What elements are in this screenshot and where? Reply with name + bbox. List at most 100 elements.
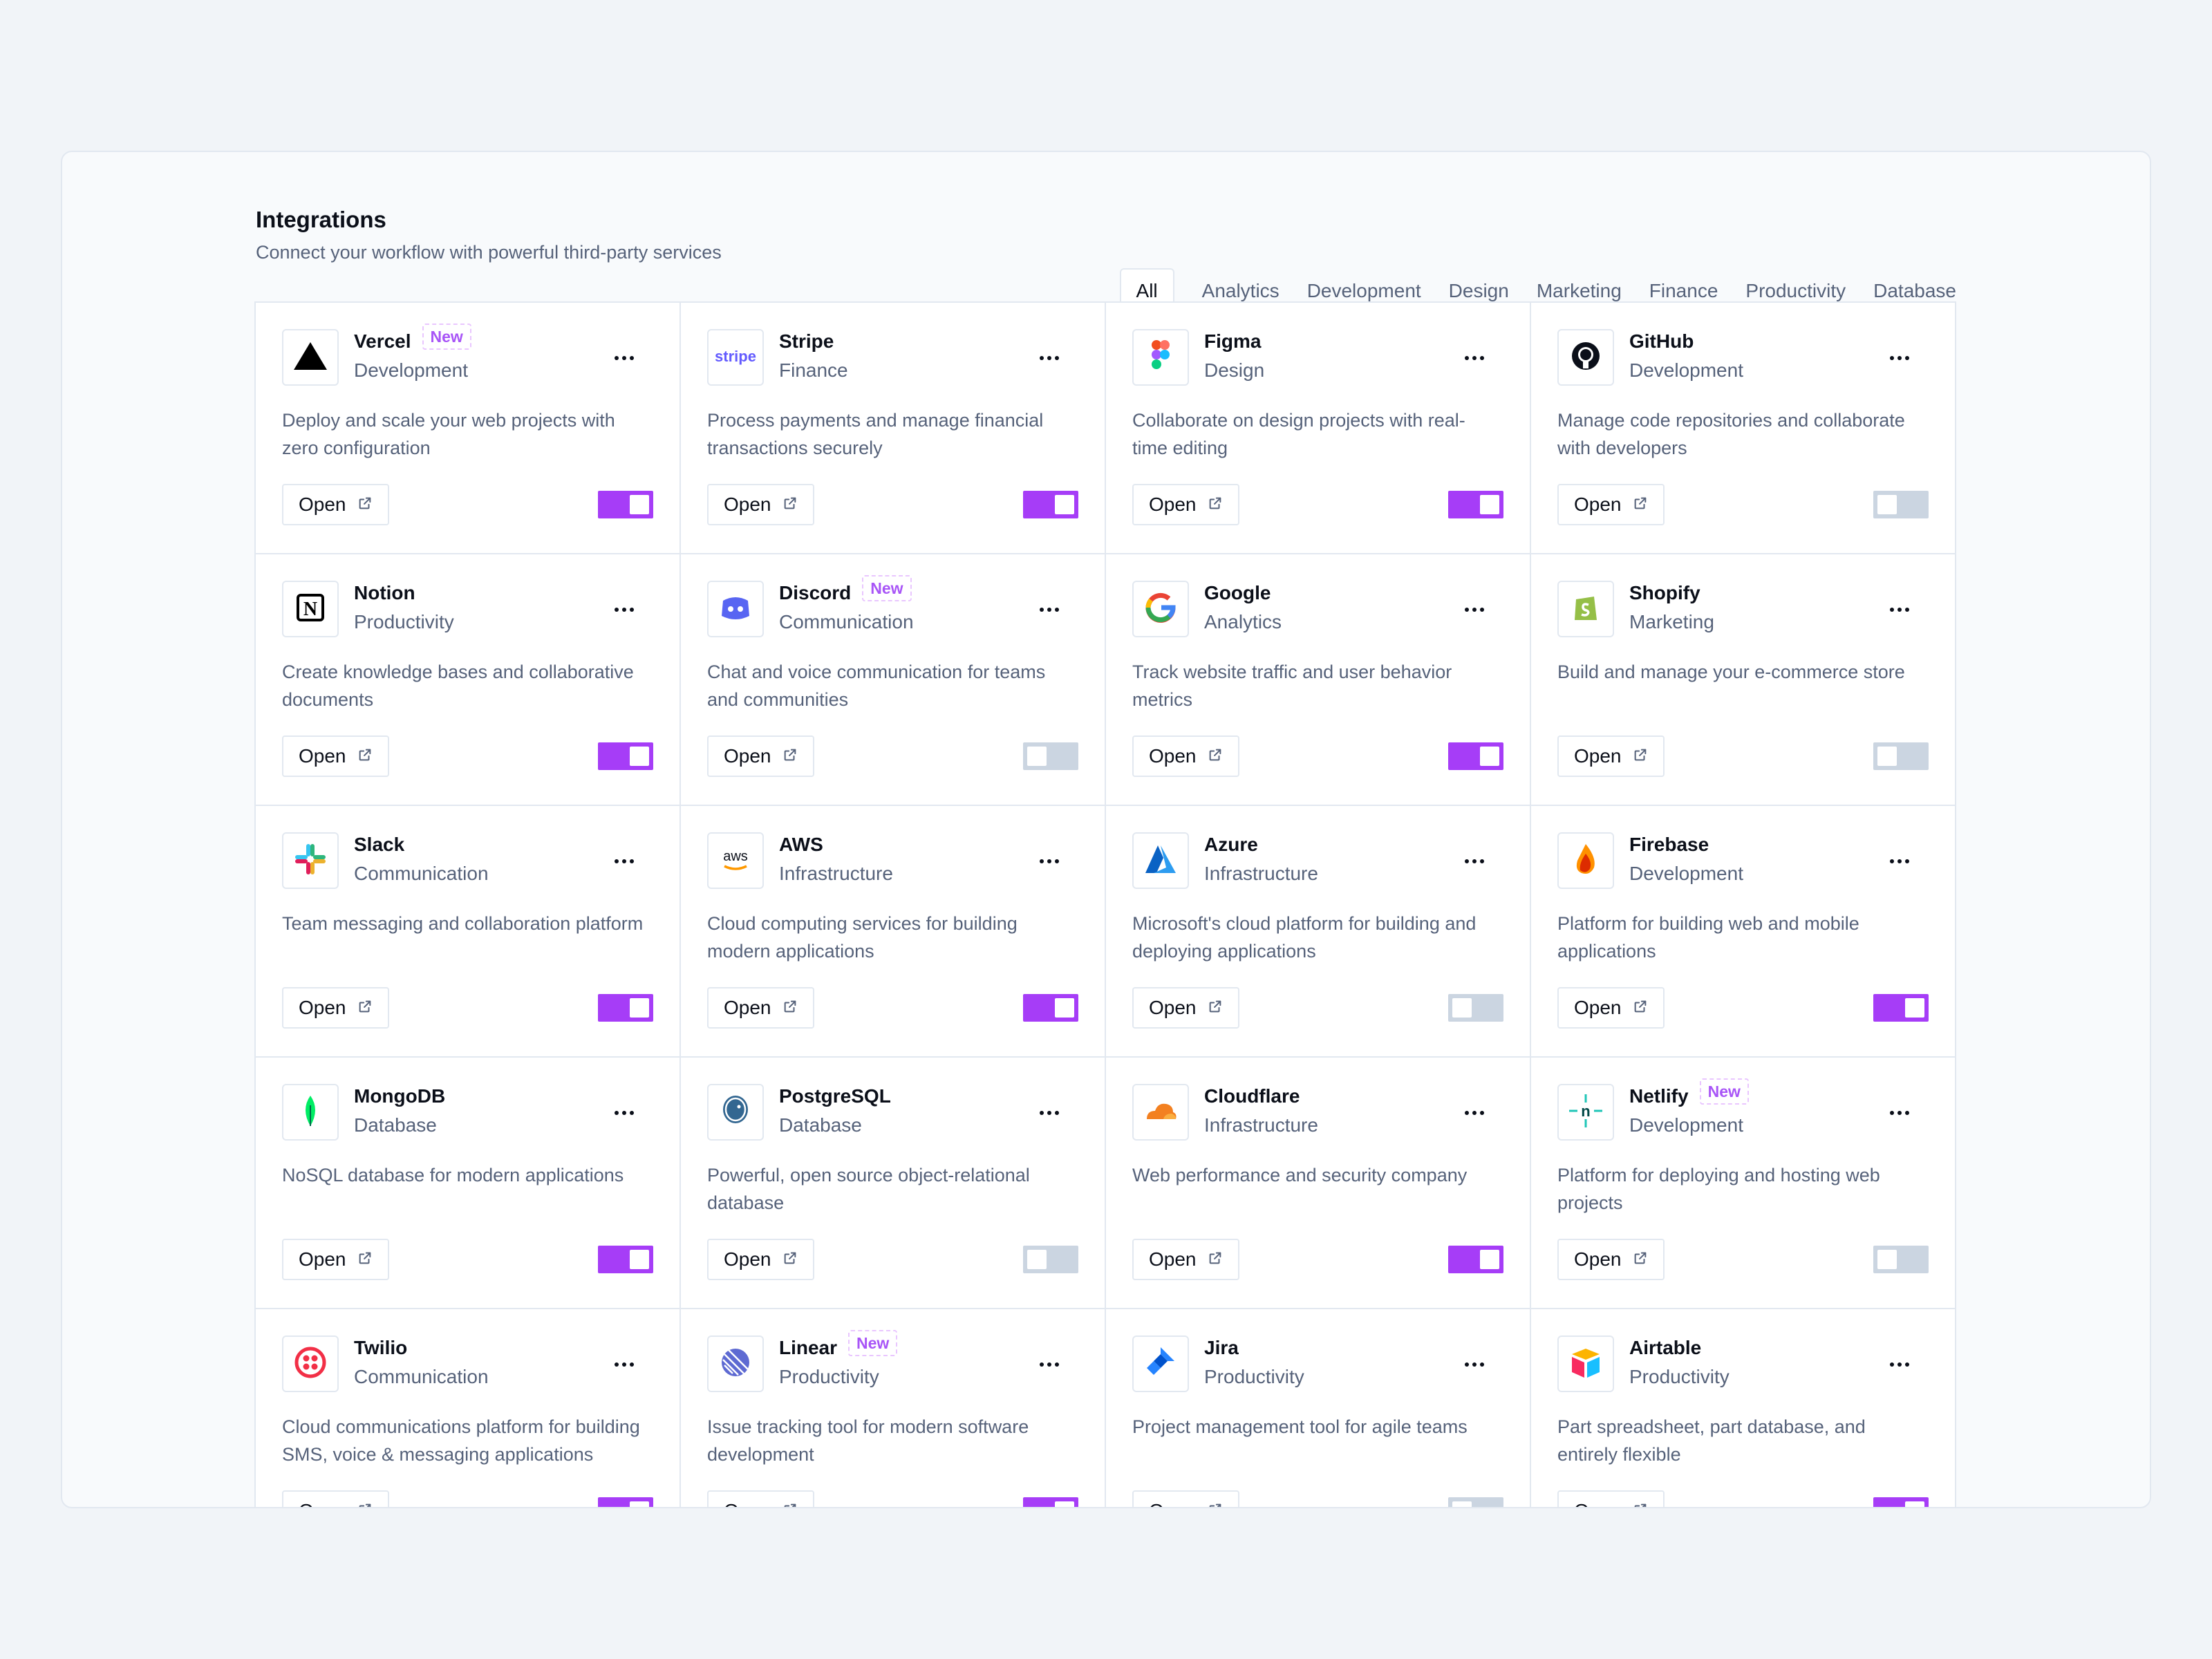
open-button-label: Open [724,1248,771,1270]
open-button-label: Open [1149,997,1197,1018]
open-button-label: Open [1149,745,1197,767]
open-button-label: Open [299,1500,346,1507]
integration-description: Web performance and security company [1132,1165,1468,1185]
open-button[interactable]: Open [1132,1239,1239,1280]
open-button-label: Open [299,1248,346,1270]
enable-toggle[interactable] [1023,742,1078,770]
more-options-button[interactable] [1461,1099,1488,1127]
more-options-button[interactable] [1035,596,1063,624]
dot [615,356,619,360]
integration-description: Platform for deploying and hosting web p… [1557,1165,1880,1213]
open-button[interactable]: Open [1557,987,1665,1029]
dot [1890,859,1894,863]
more-options-button[interactable] [1886,1351,1913,1378]
open-button[interactable]: Open [707,735,814,777]
open-button[interactable]: Open [1557,1490,1665,1507]
more-options-button[interactable] [1461,1351,1488,1378]
enable-toggle[interactable] [1448,1497,1503,1507]
open-button[interactable]: Open [282,1239,389,1280]
more-options-button[interactable] [1886,596,1913,624]
more-options-button[interactable] [610,1351,638,1378]
integration-category: Development [1629,359,1743,381]
integration-category: Communication [779,611,914,632]
more-options-button[interactable] [1461,847,1488,875]
open-button[interactable]: Open [1557,735,1665,777]
open-button[interactable]: Open [1132,735,1239,777]
more-options-button[interactable] [610,596,638,624]
enable-toggle[interactable] [1023,1497,1078,1507]
more-options-button[interactable] [1035,847,1063,875]
more-options-button[interactable] [1035,344,1063,372]
filter-tab-database[interactable]: Database [1873,280,1956,301]
enable-toggle[interactable] [1873,994,1929,1022]
open-button[interactable]: Open [282,484,389,525]
enable-toggle[interactable] [1023,1246,1078,1273]
more-options-button[interactable] [1035,1099,1063,1127]
enable-toggle[interactable] [1448,491,1503,518]
open-button[interactable]: Open [282,987,389,1029]
enable-toggle[interactable] [598,491,653,518]
more-options-button[interactable] [1461,596,1488,624]
open-button[interactable]: Open [282,735,389,777]
enable-toggle[interactable] [1448,742,1503,770]
more-options-button[interactable] [1886,847,1913,875]
dot [1040,608,1044,612]
enable-toggle[interactable] [598,1246,653,1273]
filter-tab-analytics[interactable]: Analytics [1201,280,1280,301]
jira-icon [1140,1342,1181,1387]
more-options-button[interactable] [610,1099,638,1127]
more-options-button[interactable] [1886,1099,1913,1127]
open-button[interactable]: Open [1557,484,1665,525]
more-options-button[interactable] [1035,1351,1063,1378]
cloudflare-icon [1140,1090,1181,1135]
page-title: Integrations [256,207,386,232]
enable-toggle[interactable] [1873,491,1929,518]
external-link-icon [1633,997,1648,1019]
dot [1890,1362,1894,1367]
enable-toggle[interactable] [1873,742,1929,770]
dot [1047,608,1051,612]
dot [1897,356,1902,360]
integration-card: Firebase Development Platform for buildi… [1531,806,1956,1058]
open-button[interactable]: Open [707,484,814,525]
enable-toggle[interactable] [1448,994,1503,1022]
logo-frame [707,1335,764,1392]
enable-toggle[interactable] [1873,1246,1929,1273]
dot [1047,1111,1051,1115]
open-button[interactable]: Open [1132,987,1239,1029]
open-button[interactable]: Open [707,1239,814,1280]
open-button[interactable]: Open [707,1490,814,1507]
integration-name: PostgreSQL [779,1085,891,1107]
filter-tab-finance[interactable]: Finance [1649,280,1718,301]
enable-toggle[interactable] [1023,994,1078,1022]
more-options-button[interactable] [1886,344,1913,372]
more-options-button[interactable] [610,847,638,875]
filter-tab-marketing[interactable]: Marketing [1536,280,1622,301]
logo-frame [1557,1335,1614,1392]
firebase-icon [1565,838,1606,883]
google-icon [1140,587,1181,632]
filter-tab-design[interactable]: Design [1448,280,1509,301]
filter-tab-development[interactable]: Development [1306,280,1421,301]
open-button-label: Open [724,745,771,767]
open-button[interactable]: Open [1132,1490,1239,1507]
enable-toggle[interactable] [598,742,653,770]
open-button[interactable]: Open [1557,1239,1665,1280]
enable-toggle[interactable] [1873,1497,1929,1507]
enable-toggle[interactable] [598,994,653,1022]
logo-frame [282,832,339,889]
enable-toggle[interactable] [1023,491,1078,518]
open-button[interactable]: Open [282,1490,389,1507]
filter-tab-productivity[interactable]: Productivity [1745,280,1846,301]
external-link-icon [782,1248,798,1271]
more-options-button[interactable] [1461,344,1488,372]
open-button[interactable]: Open [1132,484,1239,525]
postgresql-icon [715,1090,756,1135]
open-button[interactable]: Open [707,987,814,1029]
integration-category: Finance [779,359,848,381]
dot [1472,608,1477,612]
enable-toggle[interactable] [1448,1246,1503,1273]
more-options-button[interactable] [610,344,638,372]
enable-toggle[interactable] [598,1497,653,1507]
logo-frame: stripe [707,329,764,386]
